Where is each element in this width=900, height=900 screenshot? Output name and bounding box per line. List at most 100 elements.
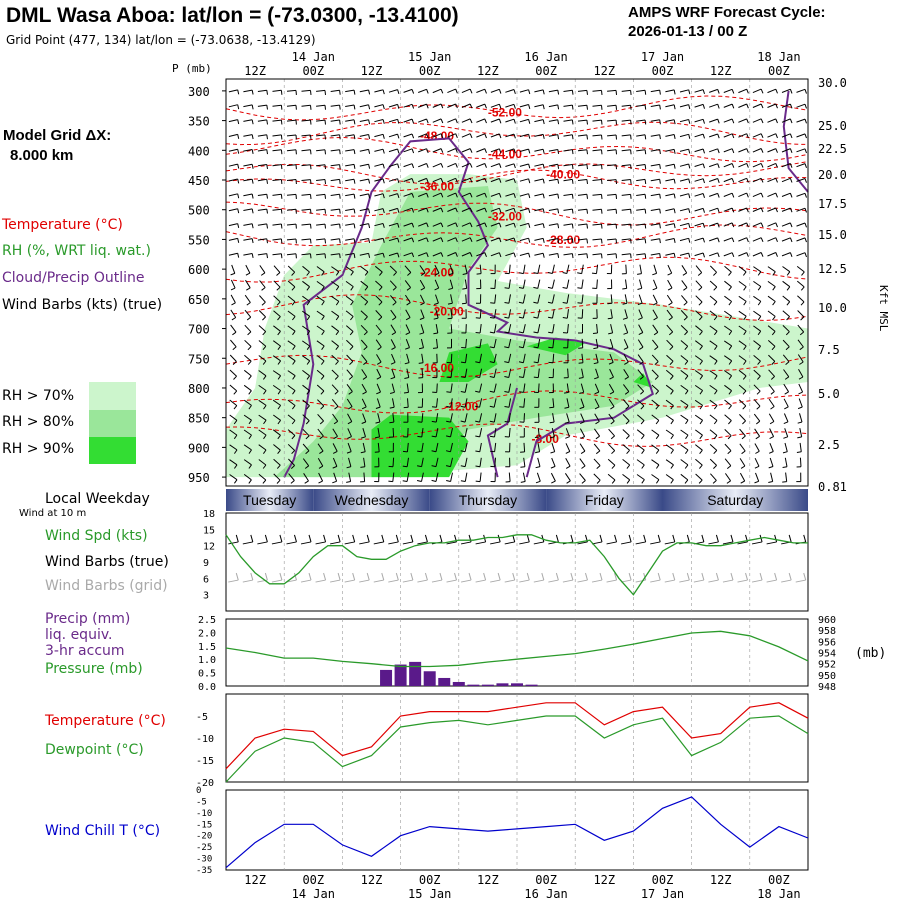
- wind-barb-flag: [233, 434, 238, 440]
- wind-barb: [330, 208, 340, 211]
- wind-barb-flag: [353, 104, 356, 110]
- wind-barb: [388, 193, 398, 197]
- wind-barb-flag: [237, 163, 240, 169]
- wind-barb: [330, 149, 340, 152]
- wind-barb-flag: [771, 331, 776, 336]
- wind-barb: [652, 309, 658, 318]
- pressure-tick-label: 500: [188, 204, 210, 218]
- rh-90-label: RH > 90%: [2, 441, 75, 457]
- wind-barb-flag: [484, 148, 487, 153]
- wind-barb-flag: [727, 450, 732, 455]
- weekday-label: Saturday: [707, 492, 763, 508]
- temperature-panel: -20-15-10-5: [196, 693, 809, 789]
- wind-barb-flag: [533, 346, 539, 349]
- wind-barb-grid-flag: [643, 572, 647, 581]
- wind-barb-flag: [248, 479, 252, 484]
- wind-barb-flag: [397, 178, 400, 184]
- wind-barb-flag: [595, 435, 600, 440]
- precip-bar: [394, 664, 407, 686]
- wind-barb: [622, 414, 630, 422]
- wind-barb-true-flag: [788, 534, 792, 543]
- wind-barb-flag: [775, 133, 778, 139]
- wind-barb-flag: [304, 465, 310, 469]
- wind-barb-flag: [377, 331, 382, 336]
- wind-barb: [288, 473, 295, 481]
- wind-barb-flag: [667, 287, 673, 291]
- wind-barb-flag: [276, 272, 281, 276]
- wind-barb: [359, 104, 369, 108]
- wind-barb: [403, 207, 413, 212]
- wind-barb: [403, 88, 413, 93]
- wind-barb: [695, 295, 703, 303]
- wind-barb-flag: [644, 238, 647, 244]
- wind-barb: [435, 413, 439, 423]
- wind-barb: [537, 338, 541, 348]
- wind-barb: [781, 177, 791, 183]
- wind-barb-flag: [775, 103, 778, 109]
- wind-barb-flag: [557, 179, 560, 184]
- wind-barb-flag: [772, 271, 776, 276]
- wind-barb-flag: [291, 316, 296, 321]
- wind-barb: [258, 473, 267, 481]
- wind-barb-flag: [731, 252, 735, 257]
- wind-barb: [490, 88, 500, 93]
- wind-barb: [548, 119, 558, 122]
- bottom-time-label: 00Z: [419, 873, 441, 887]
- wind-barb: [231, 264, 236, 274]
- wind-barb: [362, 442, 366, 452]
- wind-barb: [229, 354, 237, 362]
- wind-barb-flag: [445, 435, 451, 438]
- wind-barb-flag: [397, 223, 400, 228]
- wind-barb: [679, 208, 689, 212]
- wind-barb-grid-flag: [308, 572, 312, 581]
- wind-barb: [392, 472, 395, 482]
- wind-barb-flag: [520, 466, 525, 468]
- wind-barb: [432, 192, 442, 198]
- wind-barb-flag: [717, 178, 720, 183]
- wind-barb-flag: [431, 479, 437, 482]
- wind-barb: [403, 103, 413, 108]
- wind-barb: [552, 309, 555, 319]
- wind-barb-flag: [475, 465, 481, 468]
- wind-barb-flag: [378, 316, 383, 321]
- wind-barb-flag: [411, 133, 415, 139]
- height-tick-label: 12.5: [818, 262, 847, 276]
- wind-barb-flag: [548, 346, 553, 349]
- wind-barb-flag: [565, 465, 571, 469]
- wind-barb: [390, 309, 397, 318]
- wind-barb: [594, 383, 600, 393]
- wind-barb: [610, 309, 613, 319]
- wind-barb: [330, 89, 340, 92]
- wind-barb-flag: [339, 134, 341, 140]
- wind-barb-flag: [786, 316, 790, 321]
- wind-barb-flag: [402, 450, 408, 453]
- wind-barb-flag: [557, 119, 560, 125]
- wind-barb-true: [504, 541, 515, 545]
- wind-barb: [679, 133, 689, 138]
- windchill-label: Wind Chill T (°C): [45, 823, 161, 839]
- wind-barb: [490, 163, 500, 168]
- wind-barb-flag: [702, 89, 705, 95]
- wind-barb: [494, 279, 496, 289]
- wind-barb: [624, 294, 628, 304]
- wind-barb: [447, 148, 456, 153]
- wind-barb-flag: [390, 361, 396, 365]
- wind-barb-grid: [300, 579, 312, 583]
- wind-barb-flag: [528, 238, 531, 243]
- wind-barb: [577, 179, 587, 181]
- wind-barb-flag: [280, 179, 283, 184]
- wind-barb-flag: [528, 178, 531, 184]
- wind-barb-flag: [757, 375, 761, 380]
- wind-barb: [552, 398, 555, 408]
- wind-barb: [345, 208, 355, 211]
- wind-barb: [347, 442, 352, 452]
- wind-barb-flag: [804, 222, 807, 228]
- wind-barb: [273, 340, 281, 347]
- wind-barb-grid-flag: [701, 572, 705, 581]
- wind-barb-flag: [251, 104, 254, 110]
- bottom-date-label: 16 Jan: [524, 887, 567, 900]
- wind-barb: [752, 237, 762, 242]
- wind-barb-flag: [262, 479, 267, 484]
- wind-tick-label: 9: [203, 558, 209, 569]
- wind-barb-flag: [392, 286, 397, 291]
